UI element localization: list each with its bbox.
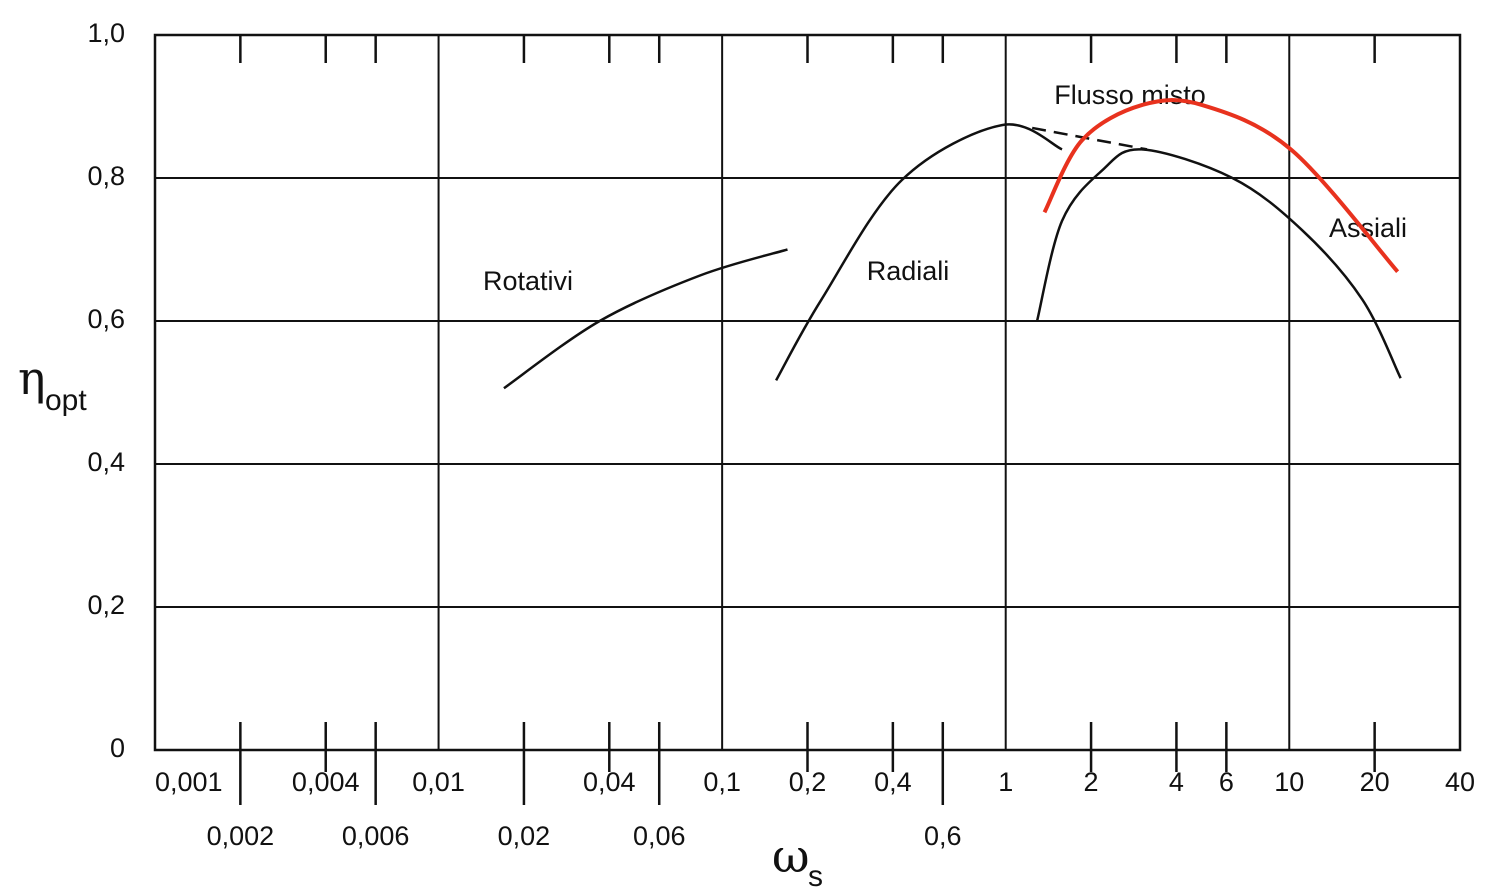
x-tick-label: 0,06: [633, 821, 686, 851]
y-axis-label-sub: opt: [45, 384, 87, 417]
x-tick-label: 0,4: [874, 767, 912, 797]
x-tick-label: 0,002: [207, 821, 275, 851]
x-tick-label: 0,006: [342, 821, 410, 851]
x-tick-label: 4: [1169, 767, 1184, 797]
y-axis-label: η: [18, 351, 46, 405]
x-tick-label: 0,04: [583, 767, 636, 797]
x-axis-label-sub: s: [808, 860, 823, 893]
x-tick-label: 0,02: [498, 821, 551, 851]
x-tick-label: 6: [1219, 767, 1234, 797]
y-tick-label: 0,8: [87, 161, 125, 191]
series-label: Rotativi: [483, 266, 573, 296]
x-tick-label: 1: [998, 767, 1013, 797]
x-tick-label: 0,1: [703, 767, 741, 797]
y-tick-label: 0,2: [87, 590, 125, 620]
y-tick-label: 0,4: [87, 447, 125, 477]
y-tick-label: 1,0: [87, 18, 125, 48]
series-label: Assiali: [1329, 213, 1407, 243]
series-line: [1035, 148, 1402, 379]
y-tick-label: 0,6: [87, 304, 125, 334]
series-line: [503, 248, 788, 390]
y-tick-label: 0: [110, 733, 125, 763]
series-label: Radiali: [867, 256, 950, 286]
x-tick-label: 0,004: [292, 767, 360, 797]
x-tick-label: 2: [1084, 767, 1099, 797]
x-tick-label: 0,01: [412, 767, 465, 797]
series-line: [1031, 126, 1148, 151]
x-tick-label: 0,001: [155, 767, 223, 797]
x-axis-label: ω: [772, 829, 810, 883]
x-tick-label: 0,6: [924, 821, 962, 851]
x-tick-label: 40: [1445, 767, 1475, 797]
series-label: Flusso misto: [1054, 80, 1206, 110]
x-tick-label: 20: [1360, 767, 1390, 797]
plot-frame: [153, 33, 1462, 752]
x-tick-label: 10: [1274, 767, 1304, 797]
series-line: [1042, 98, 1400, 273]
x-tick-label: 0,2: [789, 767, 827, 797]
series-line: [775, 123, 1063, 381]
